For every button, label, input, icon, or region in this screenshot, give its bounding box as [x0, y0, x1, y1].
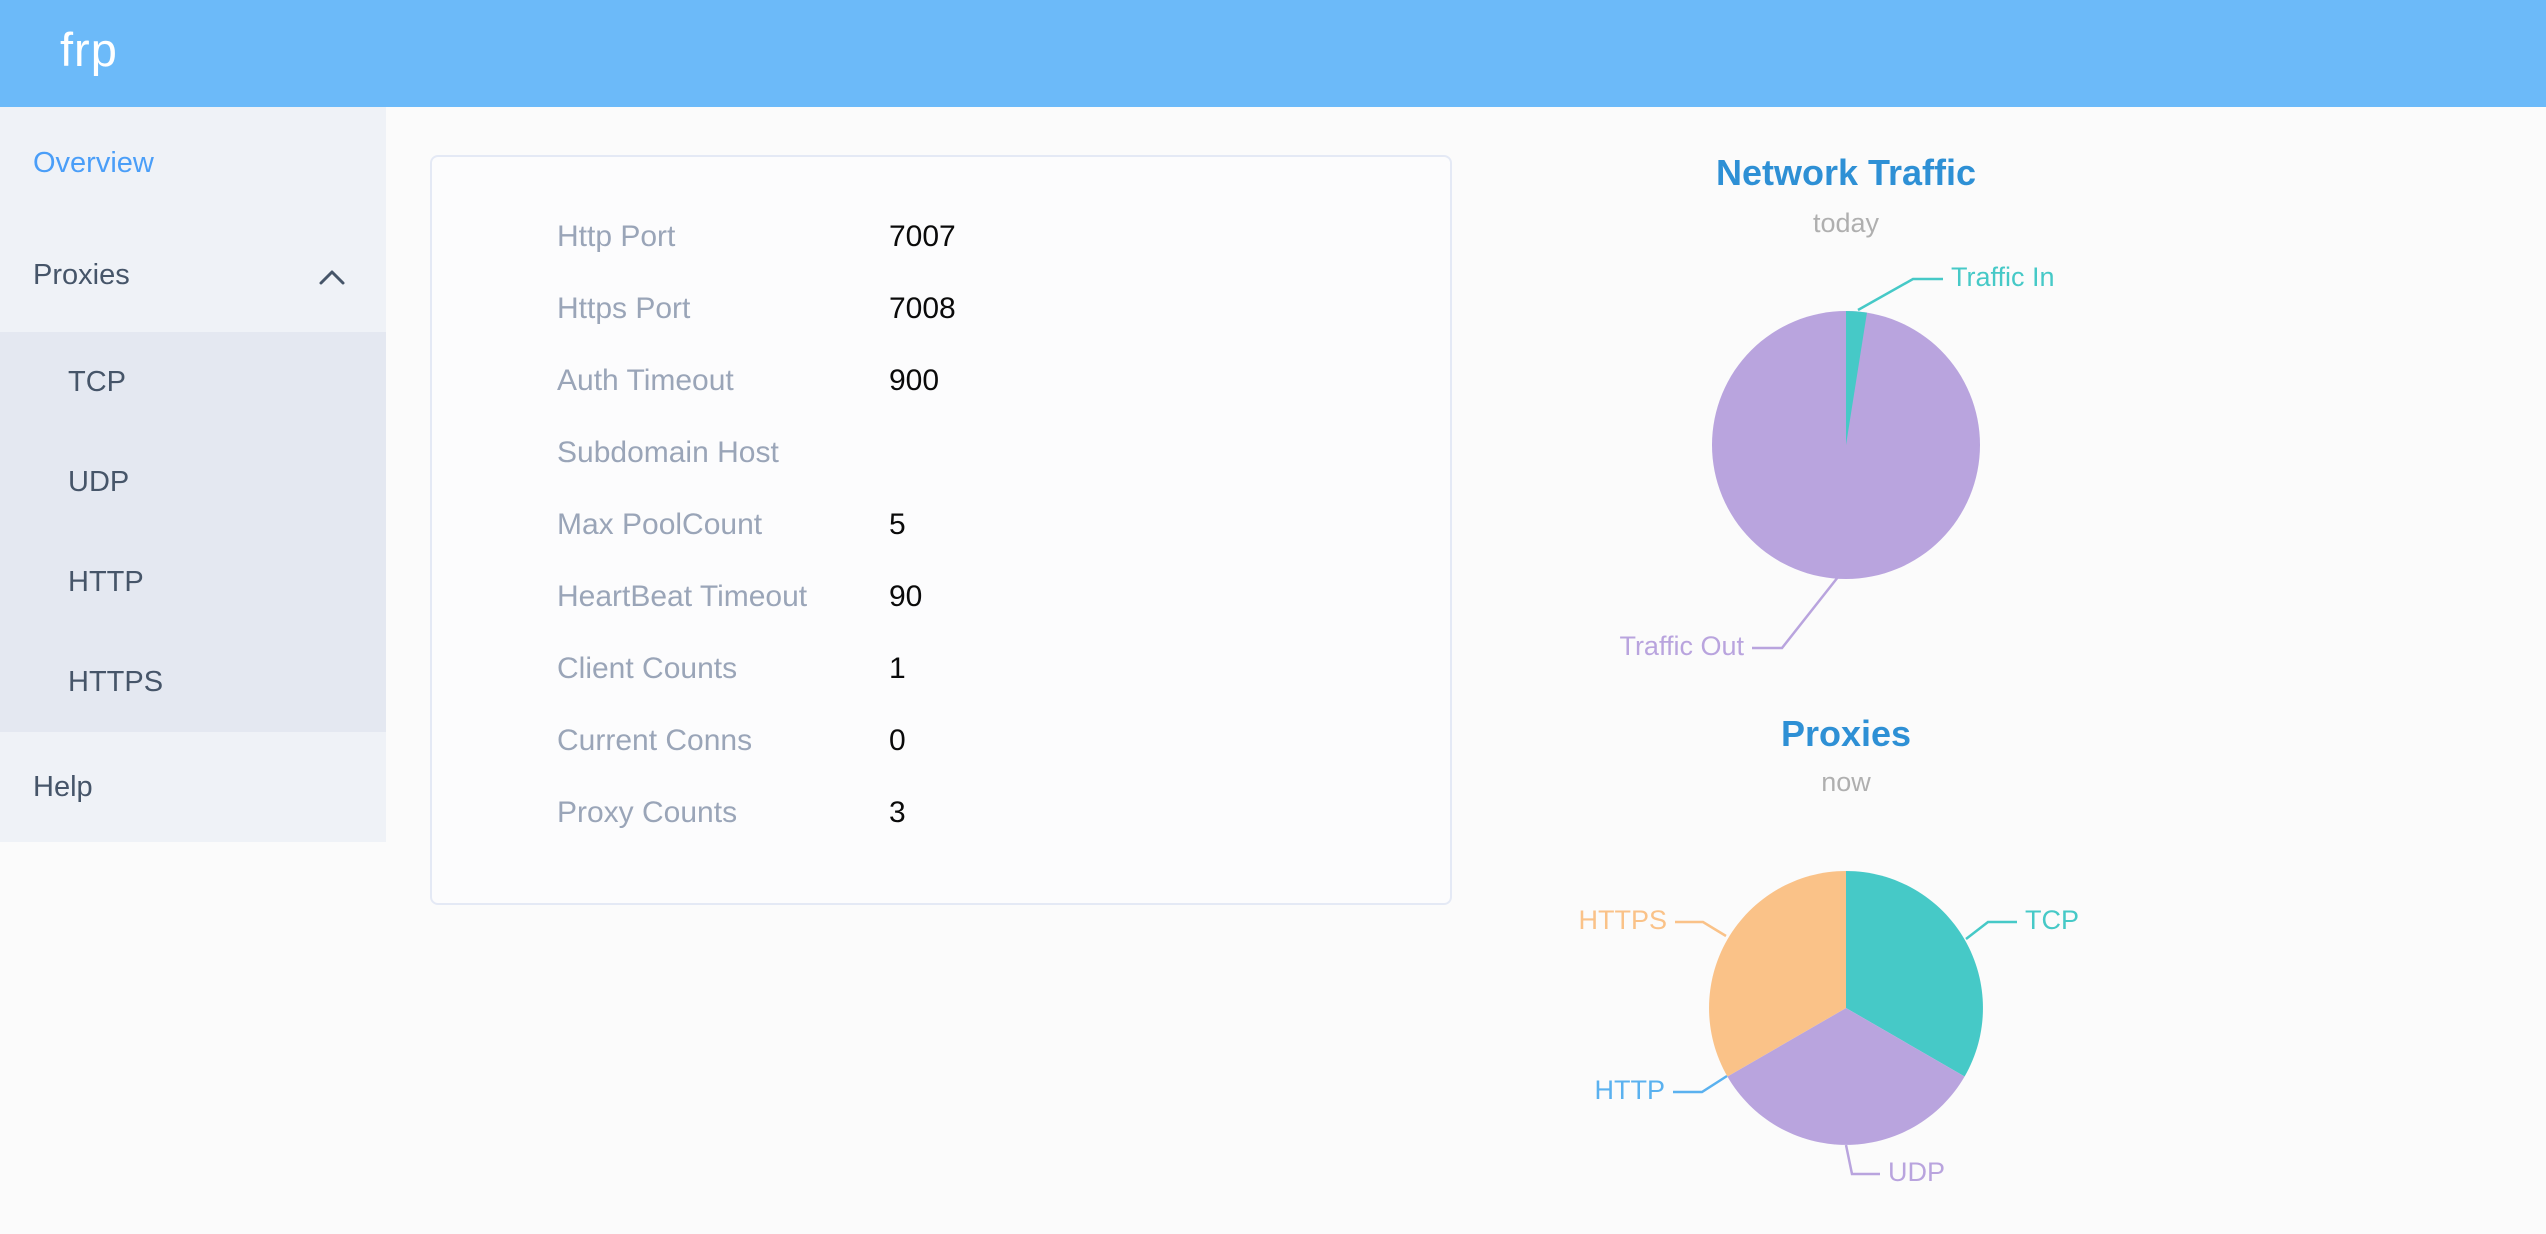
network-traffic-chart-subtitle: today: [1812, 208, 1880, 238]
info-label: Auth Timeout: [557, 364, 734, 397]
leader-line-traffic-in: [1857, 277, 1943, 312]
sidebar-item-label: UDP: [68, 466, 130, 498]
info-row-client-counts: Client Counts 1: [432, 633, 1450, 705]
info-label: Current Conns: [557, 724, 753, 757]
info-value: 3: [889, 796, 906, 829]
sidebar: Overview Proxies TCP UDP HTTP HTTPS Help: [0, 107, 386, 842]
info-row-http-port: Http Port 7007: [432, 201, 1450, 273]
info-value: 90: [889, 580, 923, 613]
info-label: HeartBeat Timeout: [557, 580, 808, 613]
sidebar-item-https[interactable]: HTTPS: [0, 632, 386, 732]
info-value: 0: [889, 724, 906, 757]
info-label: Client Counts: [557, 652, 738, 685]
server-info-card: Http Port 7007 Https Port 7008 Auth Time…: [430, 155, 1452, 905]
pie-label-https: HTTPS: [1578, 905, 1667, 935]
app-logo: frp: [60, 23, 118, 76]
info-row-auth-timeout: Auth Timeout 900: [432, 345, 1450, 417]
info-value: 5: [889, 508, 906, 541]
pie-label-traffic-in: Traffic In: [1951, 262, 2055, 292]
pie-label-http: HTTP: [1595, 1075, 1666, 1105]
network-traffic-pie-chart: Traffic In Traffic Out: [1619, 262, 2055, 661]
sidebar-item-udp[interactable]: UDP: [0, 432, 386, 532]
pie-slice-tcp[interactable]: [1846, 871, 1983, 1077]
chevron-up-icon: [319, 270, 345, 284]
sidebar-item-tcp[interactable]: TCP: [0, 332, 386, 432]
sidebar-item-help[interactable]: Help: [0, 732, 386, 842]
info-row-max-poolcount: Max PoolCount 5: [432, 489, 1450, 561]
info-row-https-port: Https Port 7008: [432, 273, 1450, 345]
pie-label-traffic-out: Traffic Out: [1619, 631, 1744, 661]
pie-slice-traffic-in[interactable]: [1846, 311, 1867, 445]
leader-line-tcp: [1965, 920, 2017, 940]
pie-slice-https[interactable]: [1709, 871, 1846, 1077]
leader-line-udp: [1844, 1144, 1880, 1176]
info-label: Max PoolCount: [557, 508, 763, 541]
network-traffic-chart-title: Network Traffic: [1715, 152, 1977, 193]
sidebar-item-label: TCP: [68, 366, 126, 398]
info-value: 7007: [889, 220, 956, 253]
info-row-proxy-counts: Proxy Counts 3: [432, 777, 1450, 849]
leader-line-traffic-out: [1752, 576, 1839, 650]
leader-line-https: [1675, 920, 1727, 938]
info-value: 7008: [889, 292, 956, 325]
proxies-chart-title: Proxies: [1780, 713, 1912, 754]
sidebar-item-label: Proxies: [33, 259, 130, 291]
info-label: Http Port: [557, 220, 676, 253]
sidebar-item-label: HTTPS: [68, 666, 164, 698]
info-value: 900: [889, 364, 940, 397]
info-label: Subdomain Host: [557, 436, 779, 469]
sidebar-item-label: Overview: [33, 147, 154, 179]
header: frp: [0, 0, 2546, 107]
sidebar-item-http[interactable]: HTTP: [0, 532, 386, 632]
proxies-chart-subtitle: now: [1821, 767, 1871, 797]
sidebar-item-label: HTTP: [68, 566, 144, 598]
proxies-pie-chart: TCP HTTPS HTTP UDP: [1578, 871, 2079, 1187]
sidebar-item-overview[interactable]: Overview: [0, 107, 386, 219]
info-row-heartbeat-timeout: HeartBeat Timeout 90: [432, 561, 1450, 633]
info-label: Https Port: [557, 292, 691, 325]
info-value: 1: [889, 652, 906, 685]
info-row-current-conns: Current Conns 0: [432, 705, 1450, 777]
proxies-submenu: TCP UDP HTTP HTTPS: [0, 332, 386, 732]
sidebar-item-label: Help: [33, 771, 93, 803]
pie-label-udp: UDP: [1888, 1157, 1945, 1187]
pie-slice-udp[interactable]: [1727, 1008, 1965, 1145]
sidebar-item-proxies[interactable]: Proxies: [0, 219, 386, 332]
leader-line-http: [1673, 1074, 1728, 1094]
info-label: Proxy Counts: [557, 796, 738, 829]
pie-label-tcp: TCP: [2025, 905, 2079, 935]
info-row-subdomain-host: Subdomain Host: [432, 417, 1450, 489]
